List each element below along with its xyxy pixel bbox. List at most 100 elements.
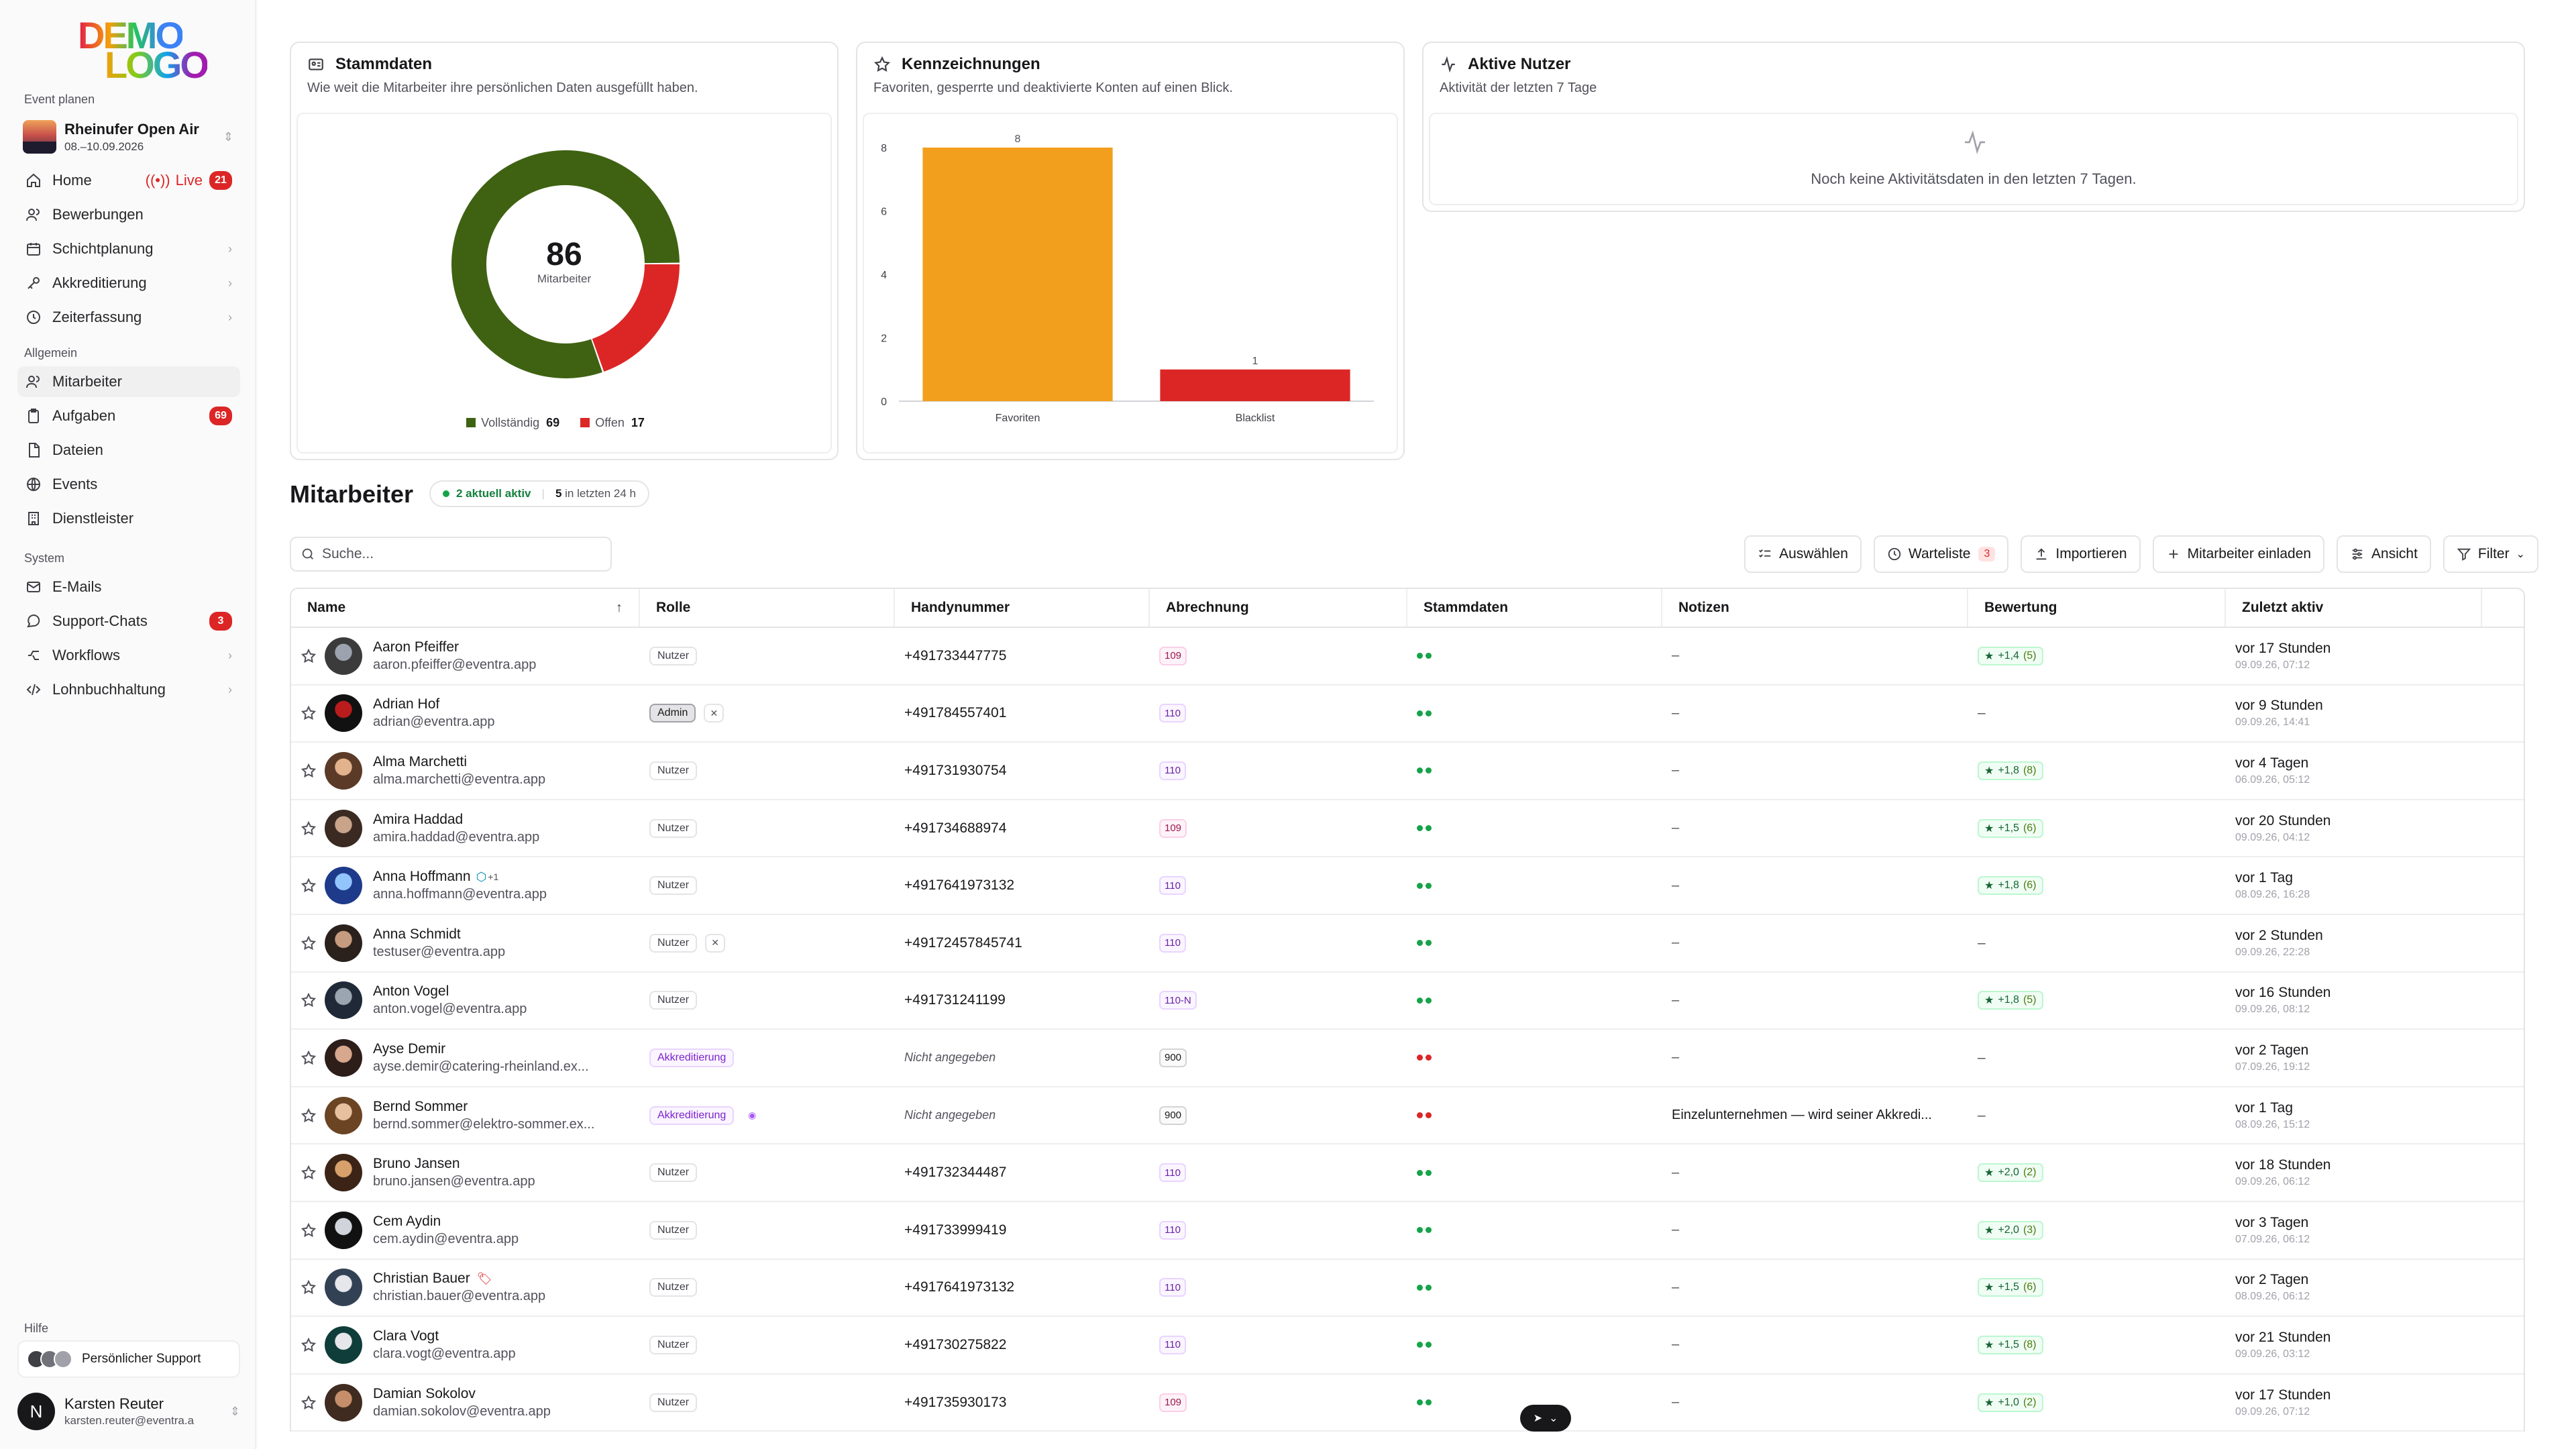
table-row[interactable]: Anton Vogel anton.vogel@eventra.app Nutzer… xyxy=(291,973,2524,1030)
users-icon xyxy=(25,207,42,223)
nav-lohnbuchhaltung[interactable]: Lohnbuchhaltung › xyxy=(17,674,240,705)
favorite-star-icon[interactable] xyxy=(301,648,317,664)
column-header-notes[interactable]: Notizen xyxy=(1662,589,1968,627)
employee-name[interactable]: Christian Bauer xyxy=(373,1271,470,1287)
masterdata-status xyxy=(1417,767,1432,774)
chat-icon xyxy=(25,613,42,629)
toolbar: Auswählen Warteliste 3 Importieren Mitarb… xyxy=(1744,535,2538,573)
nav-emails[interactable]: E-Mails xyxy=(17,572,240,602)
donut-slice-complete[interactable] xyxy=(451,150,680,379)
favorite-star-icon[interactable] xyxy=(301,1279,317,1295)
nav-label: Zeiterfassung xyxy=(52,309,142,325)
employee-name[interactable]: Aaron Pfeiffer xyxy=(373,639,460,655)
favorite-star-icon[interactable] xyxy=(301,992,317,1008)
nav-events[interactable]: Events xyxy=(17,469,240,500)
masterdata-status xyxy=(1417,940,1432,947)
table-row[interactable]: Amira Haddad amira.haddad@eventra.app Nutz… xyxy=(291,800,2524,858)
employee-name[interactable]: Anton Vogel xyxy=(373,983,449,1000)
employee-name[interactable]: Bruno Jansen xyxy=(373,1156,460,1172)
employee-name[interactable]: Anna Hoffmann xyxy=(373,869,471,885)
event-selector[interactable]: Rheinufer Open Air 08.–10.09.2026 ⇕ xyxy=(23,118,233,156)
nav-bewerbungen[interactable]: Bewerbungen xyxy=(17,199,240,230)
employee-email: bernd.sommer@elektro-sommer.ex... xyxy=(373,1116,595,1132)
nav-zeiterfassung[interactable]: Zeiterfassung › xyxy=(17,302,240,333)
table-row[interactable]: Anna Schmidt testuser@eventra.app Nutzer ✕ +… xyxy=(291,915,2524,973)
section-label-general: Allgemein xyxy=(24,346,78,360)
table-row[interactable]: Christian Bauer 🏷︎ christian.bauer@eventra… xyxy=(291,1260,2524,1318)
table-row[interactable]: Aaron Pfeiffer aaron.pfeiffer@eventra.app… xyxy=(291,628,2524,686)
table-row[interactable]: Bruno Jansen bruno.jansen@eventra.app Nutz… xyxy=(291,1144,2524,1202)
employee-name[interactable]: Damian Sokolov xyxy=(373,1385,476,1401)
nav-home[interactable]: Home ((•)) Live 21 xyxy=(17,165,240,196)
favorite-star-icon[interactable] xyxy=(301,1222,317,1238)
favorite-star-icon[interactable] xyxy=(301,1108,317,1124)
column-header-role[interactable]: Rolle xyxy=(640,589,895,627)
nav-schichtplanung[interactable]: Schichtplanung › xyxy=(17,233,240,264)
nav-mitarbeiter[interactable]: Mitarbeiter xyxy=(17,366,240,397)
employee-name[interactable]: Ayse Demir xyxy=(373,1040,446,1057)
favorite-star-icon[interactable] xyxy=(301,1165,317,1181)
favorite-star-icon[interactable] xyxy=(301,935,317,951)
user-menu[interactable]: N Karsten Reuter karsten.reuter@eventra.… xyxy=(17,1390,240,1433)
waitlist-button[interactable]: Warteliste 3 xyxy=(1873,535,2009,573)
filter-button[interactable]: Filter ⌄ xyxy=(2443,535,2538,573)
invite-button[interactable]: Mitarbeiter einladen xyxy=(2152,535,2325,573)
id-card-icon xyxy=(307,56,325,73)
nav-aufgaben[interactable]: Aufgaben 69 xyxy=(17,400,240,431)
nav-akkreditierung[interactable]: Akkreditierung › xyxy=(17,268,240,299)
waitlist-label: Warteliste xyxy=(1908,546,1971,561)
employee-name[interactable]: Bernd Sommer xyxy=(373,1098,468,1114)
table-row[interactable]: Damian Sokolov damian.sokolov@eventra.app… xyxy=(291,1375,2524,1432)
table-row[interactable]: Cem Aydin cem.aydin@eventra.app Nutzer +491… xyxy=(291,1202,2524,1260)
bar-blacklist[interactable] xyxy=(1160,369,1350,401)
last-active-date: 06.09.26, 05:12 xyxy=(2235,773,2310,786)
select-button[interactable]: Auswählen xyxy=(1744,535,1862,573)
favorite-star-icon[interactable] xyxy=(301,1337,317,1353)
star-icon: ★ xyxy=(1984,765,1994,777)
employee-name[interactable]: Anna Schmidt xyxy=(373,926,461,942)
bar-favoriten[interactable] xyxy=(922,148,1113,401)
rating-badge: ★ +1,5 (6) xyxy=(1978,818,2043,838)
column-header-masterdata[interactable]: Stammdaten xyxy=(1407,589,1662,627)
favorite-star-icon[interactable] xyxy=(301,1050,317,1066)
personal-support-button[interactable]: Persönlicher Support xyxy=(17,1340,240,1378)
table-row[interactable]: Ayse Demir ayse.demir@catering-rheinland.… xyxy=(291,1030,2524,1087)
logo[interactable]: DEMO LOGO xyxy=(78,17,209,84)
table-row[interactable]: Adrian Hof adrian@eventra.app Admin ✕ +49178… xyxy=(291,686,2524,743)
favorite-star-icon[interactable] xyxy=(301,877,317,894)
nav-support-chats[interactable]: Support-Chats 3 xyxy=(17,606,240,637)
floating-action-button[interactable]: ➤ ⌄ xyxy=(1520,1405,1571,1432)
employee-name[interactable]: Amira Haddad xyxy=(373,811,464,827)
table-row[interactable]: Bernd Sommer bernd.sommer@elektro-sommer.… xyxy=(291,1087,2524,1145)
donut-slice-open[interactable] xyxy=(592,264,680,372)
employee-name[interactable]: Adrian Hof xyxy=(373,696,440,712)
last-active: vor 18 Stunden xyxy=(2235,1157,2331,1173)
table-row[interactable]: Clara Vogt clara.vogt@eventra.app Nutzer +4… xyxy=(291,1317,2524,1375)
nav-workflows[interactable]: Workflows › xyxy=(17,640,240,671)
live-label: Live xyxy=(175,172,203,189)
favorite-star-icon[interactable] xyxy=(301,1395,317,1411)
import-button[interactable]: Importieren xyxy=(2021,535,2141,573)
nav-dienstleister[interactable]: Dienstleister xyxy=(17,503,240,534)
favorite-star-icon[interactable] xyxy=(301,820,317,837)
column-header-last-active[interactable]: Zuletzt aktiv xyxy=(2226,589,2482,627)
employee-name[interactable]: Alma Marchetti xyxy=(373,753,468,769)
table-row[interactable]: Alma Marchetti alma.marchetti@eventra.app… xyxy=(291,743,2524,800)
live-indicator[interactable]: ((•)) Live xyxy=(146,172,203,189)
phone-number: +491733999419 xyxy=(904,1222,1007,1238)
favorite-star-icon[interactable] xyxy=(301,705,317,721)
column-header-rating[interactable]: Bewertung xyxy=(1968,589,2226,627)
filter-icon xyxy=(2457,547,2471,561)
employee-name[interactable]: Clara Vogt xyxy=(373,1328,439,1344)
employee-name[interactable]: Cem Aydin xyxy=(373,1213,441,1229)
view-button[interactable]: Ansicht xyxy=(2337,535,2431,573)
search-input[interactable]: Suche... xyxy=(290,537,612,572)
column-header-name[interactable]: Name ↑ xyxy=(291,589,640,627)
column-header-billing[interactable]: Abrechnung xyxy=(1150,589,1407,627)
nav-dateien[interactable]: Dateien xyxy=(17,435,240,466)
column-header-phone[interactable]: Handynummer xyxy=(895,589,1150,627)
table-row[interactable]: Anna Hoffmann ⬡ +1 anna.hoffmann@eventra.ap… xyxy=(291,857,2524,915)
favorite-star-icon[interactable] xyxy=(301,763,317,779)
masterdata-status xyxy=(1417,1284,1432,1291)
masterdata-status xyxy=(1417,1169,1432,1176)
